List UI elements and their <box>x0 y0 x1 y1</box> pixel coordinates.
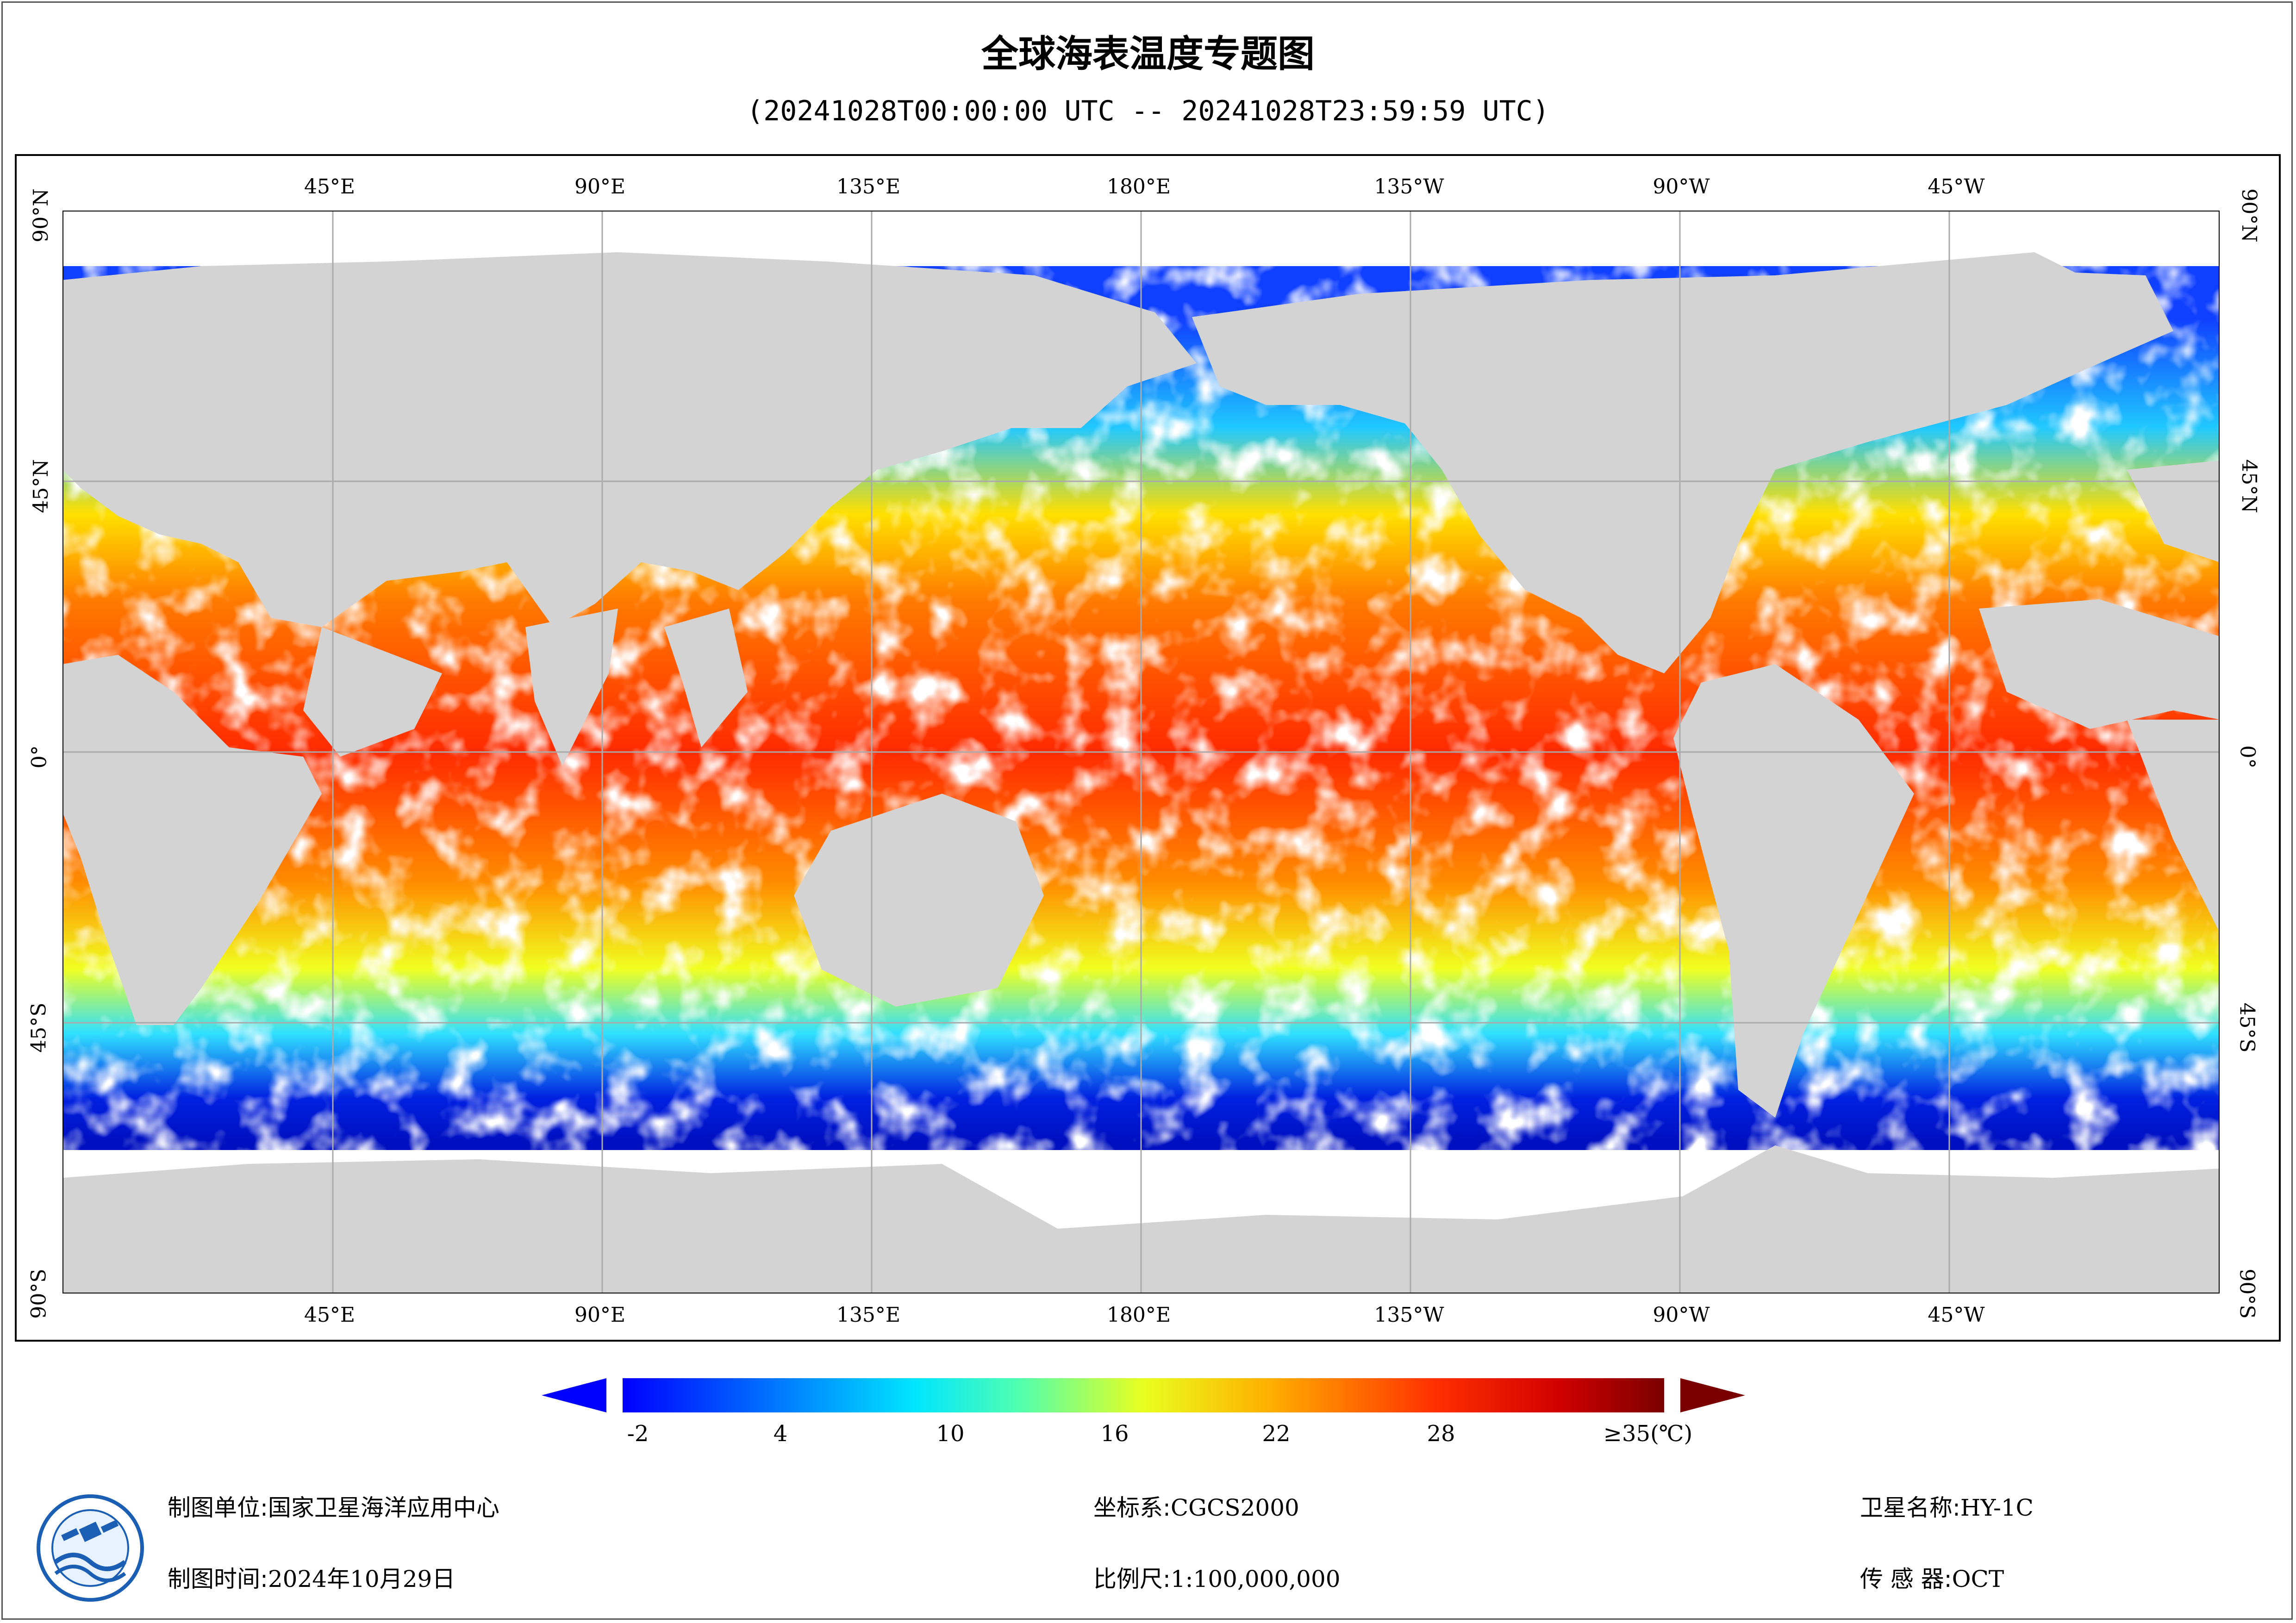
land <box>62 252 2220 1293</box>
land-indochina <box>664 609 748 747</box>
lat-label-left: 90°S <box>27 1269 51 1319</box>
land-africa <box>62 655 322 1025</box>
time-value: 2024年10月29日 <box>268 1566 455 1592</box>
lon-label-top: 45°W <box>1928 175 1985 199</box>
land-india <box>525 609 618 766</box>
map-frame <box>15 154 2281 1342</box>
satellite-info: 卫星名称:HY-1C <box>1860 1489 2034 1523</box>
lon-label-top: 135°W <box>1374 175 1444 199</box>
colorbar-tick: 16 <box>1100 1421 1129 1447</box>
land-africa-west <box>1979 599 2220 729</box>
land-africa-south <box>2127 720 2220 933</box>
org-info: 制图单位:国家卫星海洋应用中心 <box>168 1489 499 1523</box>
map-title: 全球海表温度专题图 <box>981 32 1315 75</box>
land-north-america <box>1192 266 2173 673</box>
colorbar <box>542 1378 1745 1412</box>
crs-value: CGCS2000 <box>1170 1494 1299 1521</box>
lon-label-bottom: 180°E <box>1106 1303 1171 1327</box>
time-info: 制图时间:2024年10月29日 <box>168 1561 455 1594</box>
land-greenland <box>1775 252 2099 363</box>
lon-label-top: 135°E <box>836 175 901 199</box>
scale-value: 1:100,000,000 <box>1170 1566 1341 1592</box>
time-label: 制图时间: <box>168 1566 268 1592</box>
lat-label-right: 45°N <box>2237 459 2261 513</box>
land-europe <box>2127 460 2220 562</box>
colorbar-over-arrow <box>1680 1378 1745 1412</box>
lon-label-top: 45°E <box>304 175 356 199</box>
lat-label-right: 0° <box>2235 745 2259 769</box>
lon-label-top: 90°E <box>574 175 626 199</box>
lon-label-bottom: 135°W <box>1374 1303 1444 1327</box>
satellite-label: 卫星名称: <box>1860 1494 1960 1521</box>
lon-label-bottom: 45°W <box>1928 1303 1985 1327</box>
crs-info: 坐标系:CGCS2000 <box>1093 1489 1299 1523</box>
sensor-label: 传 感 器: <box>1860 1566 1952 1592</box>
lon-label-bottom: 135°E <box>836 1303 901 1327</box>
land-eurasia <box>62 252 1197 627</box>
lat-label-left: 90°N <box>29 188 53 243</box>
land-arabia <box>303 627 442 757</box>
colorbar-tick: -2 <box>627 1421 649 1447</box>
lon-label-bottom: 90°W <box>1653 1303 1710 1327</box>
lon-label-top: 180°E <box>1106 175 1171 199</box>
colorbar-tick: ≥35(℃) <box>1603 1421 1693 1447</box>
lat-label-left: 45°S <box>27 1002 51 1053</box>
nsoas-logo <box>37 1494 144 1602</box>
sensor-value: OCT <box>1952 1566 2004 1592</box>
lat-label-left: 45°N <box>29 459 53 513</box>
land-australia <box>794 794 1044 1007</box>
lat-label-right: 45°S <box>2235 1002 2259 1053</box>
sst-map <box>62 211 2220 1293</box>
sensor-info: 传 感 器:OCT <box>1860 1561 2004 1594</box>
graticule <box>62 211 2220 1293</box>
colorbar-tick: 22 <box>1262 1421 1291 1447</box>
land-south-america <box>1673 664 1914 1118</box>
scale-info: 比例尺:1:100,000,000 <box>1093 1561 1341 1594</box>
lon-label-bottom: 90°E <box>574 1303 626 1327</box>
colorbar-under-arrow <box>542 1378 606 1412</box>
colorbar-tick: 10 <box>936 1421 965 1447</box>
org-label: 制图单位: <box>168 1494 268 1521</box>
lat-label-right: 90°S <box>2235 1269 2259 1319</box>
lon-label-bottom: 45°E <box>304 1303 356 1327</box>
lat-label-right: 90°N <box>2237 188 2261 243</box>
lon-label-top: 90°W <box>1653 175 1710 199</box>
org-value: 国家卫星海洋应用中心 <box>268 1494 499 1521</box>
scale-label: 比例尺: <box>1093 1566 1171 1592</box>
lat-label-left: 0° <box>27 745 51 769</box>
colorbar-ramp <box>623 1378 1664 1412</box>
satellite-value: HY-1C <box>1960 1494 2034 1521</box>
colorbar-tick: 4 <box>773 1421 788 1447</box>
crs-label: 坐标系: <box>1093 1494 1171 1521</box>
map-time-range: (20241028T00:00:00 UTC -- 20241028T23:59… <box>747 95 1549 127</box>
colorbar-tick: 28 <box>1427 1421 1455 1447</box>
